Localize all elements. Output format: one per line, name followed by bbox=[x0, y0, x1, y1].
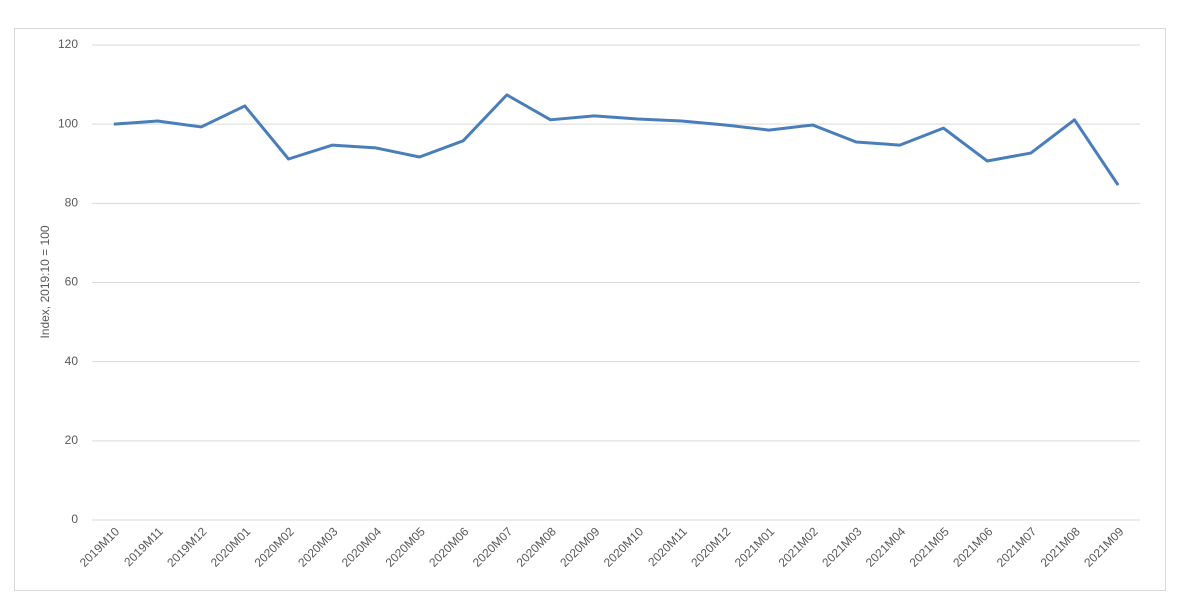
y-tick-label: 40 bbox=[65, 354, 79, 368]
y-tick-label: 100 bbox=[58, 116, 78, 130]
y-tick-label: 80 bbox=[65, 196, 79, 210]
y-tick-label: 60 bbox=[65, 275, 79, 289]
y-tick-label: 0 bbox=[71, 512, 78, 526]
y-tick-label: 120 bbox=[58, 37, 78, 51]
y-axis-label: Index, 2019:10 = 100 bbox=[38, 225, 52, 338]
chart-frame bbox=[14, 28, 1166, 591]
y-tick-label: 20 bbox=[65, 433, 79, 447]
line-series bbox=[113, 93, 1120, 186]
